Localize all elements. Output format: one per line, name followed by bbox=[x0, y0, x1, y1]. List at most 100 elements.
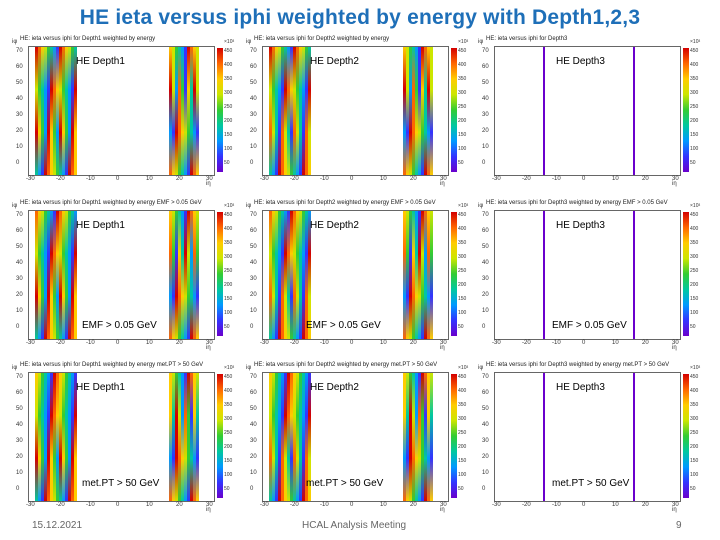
y-tick-label: 30 bbox=[250, 438, 257, 444]
heatmap-column bbox=[196, 373, 199, 501]
heatmap-column bbox=[41, 211, 44, 339]
heatmap-area bbox=[28, 372, 215, 502]
color-scale-tick: 150 bbox=[690, 132, 699, 138]
heatmap-column bbox=[403, 211, 406, 339]
color-scale-tick: 300 bbox=[224, 416, 233, 422]
heatmap-column bbox=[278, 211, 281, 339]
heatmap-column bbox=[633, 373, 635, 501]
heatmap-column bbox=[187, 47, 190, 175]
y-tick-label: 0 bbox=[250, 160, 254, 166]
plot-title: HE: ieta versus iphi for Depth3 bbox=[486, 36, 568, 42]
y-tick-label: 40 bbox=[16, 96, 23, 102]
y-tick-label: 50 bbox=[250, 80, 257, 86]
color-scale-tick: 50 bbox=[690, 160, 696, 166]
heatmap-column bbox=[71, 47, 74, 175]
y-tick-label: 0 bbox=[16, 486, 20, 492]
color-scale-tick: 250 bbox=[690, 430, 699, 436]
heatmap-column bbox=[178, 47, 181, 175]
x-tick-label: -10 bbox=[552, 176, 561, 182]
y-tick-label: 20 bbox=[16, 454, 23, 460]
heatmap-column bbox=[38, 211, 41, 339]
color-scale-tick: 400 bbox=[458, 62, 467, 68]
x-tick-label: -20 bbox=[290, 176, 299, 182]
x-tick-label: -10 bbox=[86, 176, 95, 182]
heatmap-column bbox=[543, 211, 545, 339]
color-scale-tick: 150 bbox=[690, 296, 699, 302]
y-tick-label: 60 bbox=[16, 390, 23, 396]
x-tick-label: 10 bbox=[612, 340, 619, 346]
y-tick-label: 10 bbox=[482, 144, 489, 150]
depth-label: HE Depth3 bbox=[556, 220, 605, 231]
color-scale bbox=[683, 374, 689, 498]
y-tick-label: 0 bbox=[482, 160, 486, 166]
color-scale-tick: 50 bbox=[458, 160, 464, 166]
y-axis-title: iφ bbox=[478, 203, 484, 209]
heatmap-column bbox=[287, 47, 290, 175]
x-tick-label: 30 bbox=[672, 340, 679, 346]
color-scale-tick: 100 bbox=[458, 472, 467, 478]
depth-label: HE Depth1 bbox=[76, 56, 125, 67]
heatmap-column bbox=[412, 47, 415, 175]
plot-title: HE: ieta versus iphi for Depth2 weighted… bbox=[254, 200, 436, 206]
cut-label: EMF > 0.05 GeV bbox=[82, 320, 157, 331]
heatmap-column bbox=[296, 373, 299, 501]
heatmap-column bbox=[406, 373, 409, 501]
color-scale bbox=[683, 48, 689, 172]
color-scale-tick: 200 bbox=[690, 282, 699, 288]
x-tick-label: -10 bbox=[320, 340, 329, 346]
x-axis-title: iη bbox=[440, 181, 445, 187]
heatmap-column bbox=[275, 373, 278, 501]
heatmap-column bbox=[47, 47, 50, 175]
heatmap-column bbox=[38, 47, 41, 175]
heatmap-panel: HE: ieta versus iphi for Depth2 weighted… bbox=[246, 200, 468, 352]
heatmap-column bbox=[193, 211, 196, 339]
heatmap-column bbox=[44, 47, 47, 175]
color-scale-exponent: ×10³ bbox=[458, 365, 469, 371]
color-scale-tick: 150 bbox=[224, 296, 233, 302]
color-scale-tick: 350 bbox=[458, 402, 467, 408]
color-scale-tick: 150 bbox=[458, 296, 467, 302]
x-axis-title: iη bbox=[206, 181, 211, 187]
x-tick-label: 20 bbox=[410, 502, 417, 508]
y-axis-title: iφ bbox=[12, 365, 18, 371]
y-tick-label: 20 bbox=[16, 128, 23, 134]
heatmap-column bbox=[184, 211, 187, 339]
color-scale-tick: 300 bbox=[690, 90, 699, 96]
x-tick-label: 10 bbox=[380, 176, 387, 182]
y-tick-label: 40 bbox=[250, 96, 257, 102]
color-scale-tick: 450 bbox=[458, 374, 467, 380]
x-tick-label: -30 bbox=[492, 176, 501, 182]
heatmap-column bbox=[74, 211, 77, 339]
heatmap-column bbox=[299, 211, 302, 339]
color-scale-tick: 50 bbox=[458, 486, 464, 492]
color-scale-tick: 350 bbox=[224, 240, 233, 246]
x-tick-label: 0 bbox=[116, 502, 120, 508]
color-scale-tick: 450 bbox=[224, 212, 233, 218]
color-scale-tick: 400 bbox=[458, 226, 467, 232]
heatmap-column bbox=[35, 211, 38, 339]
plot-title: HE: ieta versus iphi for Depth1 weighted… bbox=[20, 362, 204, 368]
x-tick-label: -10 bbox=[86, 340, 95, 346]
heatmap-column bbox=[62, 211, 65, 339]
heatmap-column bbox=[41, 373, 44, 501]
color-scale bbox=[451, 374, 457, 498]
heatmap-column bbox=[50, 373, 53, 501]
heatmap-column bbox=[272, 211, 275, 339]
y-tick-label: 70 bbox=[482, 212, 489, 218]
y-tick-label: 40 bbox=[482, 260, 489, 266]
color-scale-tick: 350 bbox=[224, 402, 233, 408]
heatmap-column bbox=[293, 47, 296, 175]
y-tick-label: 40 bbox=[482, 96, 489, 102]
heatmap-column bbox=[172, 373, 175, 501]
x-axis-title: iη bbox=[206, 507, 211, 513]
heatmap-column bbox=[53, 373, 56, 501]
color-scale-tick: 300 bbox=[458, 254, 467, 260]
heatmap-column bbox=[290, 211, 293, 339]
x-tick-label: -30 bbox=[26, 176, 35, 182]
y-tick-label: 20 bbox=[16, 292, 23, 298]
x-tick-label: 30 bbox=[206, 502, 213, 508]
depth-label: HE Depth2 bbox=[310, 56, 359, 67]
x-tick-label: -10 bbox=[552, 502, 561, 508]
y-tick-label: 50 bbox=[250, 244, 257, 250]
color-scale-tick: 50 bbox=[224, 486, 230, 492]
